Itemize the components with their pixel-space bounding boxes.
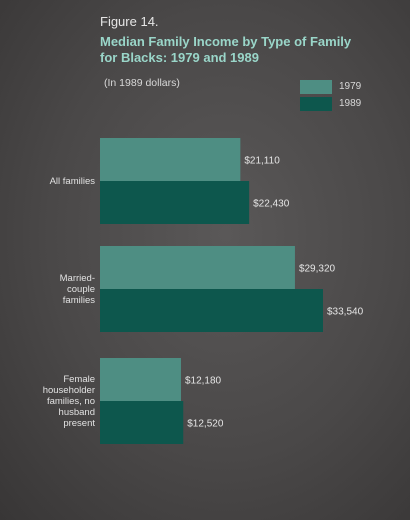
bar-all-families-1989 [100, 181, 250, 224]
category-label-line: families, no [46, 395, 95, 407]
category-label-line: present [63, 417, 95, 429]
legend-label-1979: 1979 [339, 81, 362, 92]
category-label-line: Married- [59, 272, 95, 284]
category-label-all-families: All families [0, 176, 95, 187]
category-label-line: Female [63, 373, 95, 385]
category-label-married-couple-families: Married-couple families [0, 273, 95, 306]
legend-swatch-1979 [300, 80, 332, 94]
category-label-line: husband [58, 406, 95, 418]
value-label-married-couple-families-1989: $33,540 [327, 307, 364, 318]
bar-married-couple-families-1979 [100, 246, 295, 289]
value-label-married-couple-families-1979: $29,320 [299, 264, 336, 275]
category-label-female-householder-families-no-husband-present: Female householder families, no husband pres… [0, 374, 95, 429]
value-label-female-householder-families-no-husband-present-1979: $12,180 [185, 376, 222, 387]
legend-label-1989: 1989 [339, 98, 362, 109]
figure-number: Figure 14. [100, 14, 159, 29]
value-label-all-families-1989: $22,430 [253, 199, 290, 210]
category-label-line: families [62, 294, 95, 306]
category-label-line: householder [42, 384, 95, 396]
bar-married-couple-families-1989 [100, 289, 323, 332]
legend-swatch-1989 [300, 97, 332, 111]
bar-female-householder-families-no-husband-present-1979 [100, 358, 181, 401]
value-label-all-families-1979: $21,110 [244, 156, 280, 167]
chart-subtitle: (In 1989 dollars) [104, 77, 180, 89]
bar-all-families-1979 [100, 138, 241, 181]
category-label-line: couple [67, 283, 95, 295]
chart-title: Median Family Income by Type of Family f… [100, 34, 352, 65]
bar-female-householder-families-no-husband-present-1989 [100, 401, 184, 444]
value-label-female-householder-families-no-husband-present-1989: $12,520 [187, 419, 224, 430]
category-label-line: All families [49, 175, 95, 187]
